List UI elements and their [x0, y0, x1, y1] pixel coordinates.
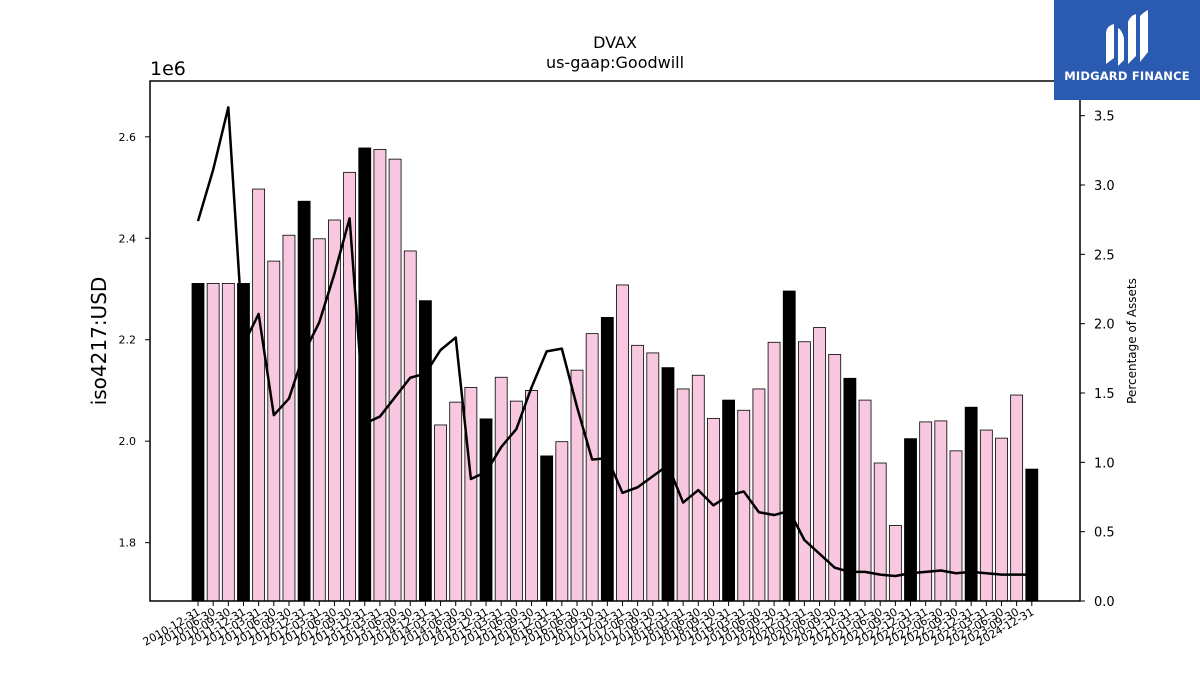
bar-2022-12-31	[919, 421, 933, 602]
bar-2014-12-31	[434, 424, 447, 602]
right-axis-ticks: 0.0 0.5 1.0 1.5 2.0 2.5 3.0 3.5	[1080, 110, 1115, 610]
y2-tick-label: 3.5	[1094, 110, 1115, 125]
bar-2016-12-31	[555, 441, 569, 602]
bar-2011-03-31	[206, 283, 220, 602]
bar-2019-03-31	[691, 374, 705, 602]
brand-name: MIDGARD FINANCE	[1064, 69, 1190, 83]
bar-2012-12-31	[312, 238, 326, 602]
bar-2014-03-31	[388, 158, 402, 602]
bar-2012-06-30	[282, 234, 296, 602]
bar-2024-06-30	[1010, 394, 1024, 602]
bar-2010-12-31	[191, 283, 205, 602]
bar-2022-06-30	[888, 525, 902, 602]
bar-2020-09-30	[782, 290, 796, 602]
bar-2015-06-30	[464, 387, 478, 602]
bar-2023-06-30	[949, 450, 963, 602]
bar-2017-12-31	[616, 284, 629, 602]
bar-2019-06-30	[707, 417, 720, 602]
y2-tick-label: 2.0	[1094, 318, 1115, 333]
bar-2015-03-31	[449, 401, 463, 602]
bar-2021-09-30	[843, 377, 857, 602]
bar-2012-09-30	[297, 200, 311, 602]
y2-tick-label: 3.0	[1094, 179, 1115, 194]
chart-title: DVAX	[593, 33, 637, 52]
percentage-of-assets-line	[196, 106, 1032, 578]
bar-2017-06-30	[585, 333, 599, 602]
bar-2016-03-31	[509, 400, 523, 602]
bar-2015-09-30	[479, 418, 493, 602]
y-tick-label: 2.2	[119, 334, 137, 347]
chart-subtitle: us-gaap:Goodwill	[546, 53, 684, 72]
bar-2021-03-31	[813, 327, 826, 602]
bar-2023-03-31	[934, 420, 948, 602]
midgard-logo-icon	[1106, 10, 1148, 66]
brand-logo: MIDGARD FINANCE	[1054, 0, 1200, 100]
bar-2020-03-31	[752, 388, 766, 602]
y2-axis-label: Percentage of Assets	[1125, 278, 1139, 404]
bar-2020-06-30	[767, 341, 781, 602]
y-tick-label: 2.6	[119, 131, 137, 144]
y-tick-label: 2.4	[119, 232, 137, 245]
bar-2019-09-30	[722, 399, 735, 602]
bar-2016-09-30	[540, 455, 554, 602]
y2-tick-label: 2.5	[1094, 248, 1115, 263]
y-axis-label: iso4217:USD	[87, 277, 111, 406]
bar-2015-12-31	[494, 376, 508, 602]
y2-tick-label: 0.5	[1094, 526, 1115, 541]
bar-2011-06-30	[221, 283, 235, 602]
y-tick-label: 2.0	[119, 435, 137, 448]
bar-2012-03-31	[267, 260, 281, 602]
bars-group	[191, 147, 1039, 602]
y-tick-label: 1.8	[119, 537, 137, 550]
bar-2014-09-30	[418, 300, 432, 602]
bar-2013-12-31	[373, 149, 387, 602]
bar-2011-12-31	[252, 188, 266, 602]
bar-2018-03-31	[631, 344, 645, 602]
bar-2024-12-31	[1025, 468, 1039, 602]
bar-2022-09-30	[904, 438, 917, 602]
bar-2022-03-31	[873, 462, 887, 602]
left-axis-ticks: 1.8 2.0 2.2 2.4 2.6	[119, 131, 150, 550]
bar-2024-03-31	[995, 437, 1008, 602]
y2-tick-label: 1.5	[1094, 387, 1115, 402]
y2-tick-label: 1.0	[1094, 456, 1115, 471]
bar-2018-09-30	[661, 367, 675, 602]
bar-2023-12-31	[979, 429, 993, 602]
y-offset-label: 1e6	[150, 58, 186, 80]
x-axis-ticks: 2010-12-312010-06-302010-09-302011-12-31…	[141, 601, 1036, 649]
bar-2014-06-30	[403, 250, 417, 602]
y2-tick-label: 0.0	[1094, 595, 1115, 610]
bar-2020-12-31	[798, 341, 811, 602]
bar-2019-12-31	[737, 409, 751, 602]
plot-frame	[149, 80, 1081, 602]
bar-2016-06-30	[525, 390, 538, 602]
